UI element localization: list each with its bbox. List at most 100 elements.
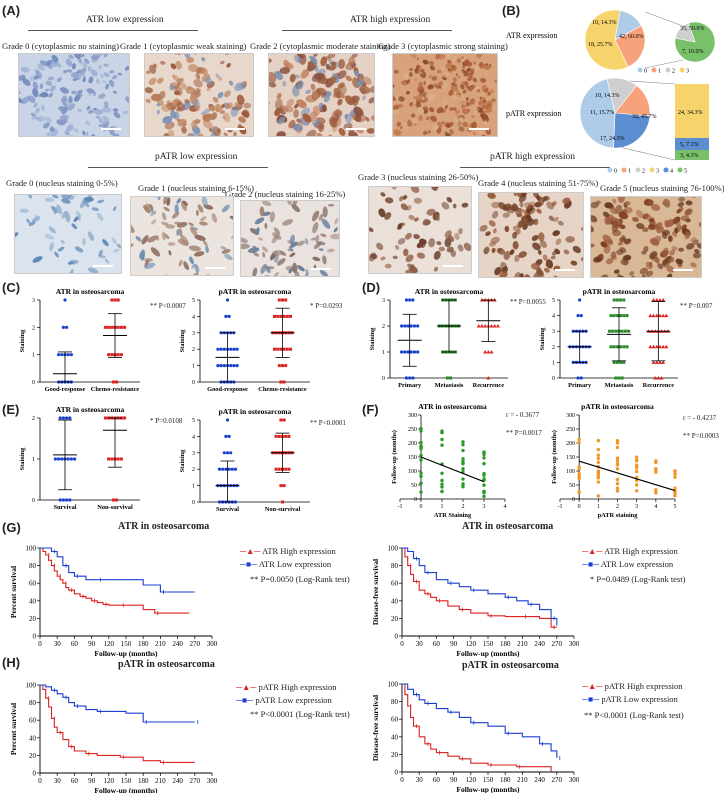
e-left-data-point: [123, 416, 127, 420]
cell-nucleus: [292, 85, 300, 97]
cell-nucleus: [428, 238, 436, 248]
cell-nucleus: [60, 87, 69, 94]
f-right-data-point: [577, 474, 581, 478]
c-left-plot: ATR in osteosarcoma 0 1 2 3 Staining Good-resp…: [19, 287, 140, 393]
cell-nucleus: [351, 63, 357, 69]
cell-nucleus: [321, 218, 331, 229]
cell-nucleus: [77, 214, 81, 221]
cell-nucleus: [312, 256, 321, 262]
cell-nucleus: [44, 197, 55, 203]
cell-nucleus: [483, 246, 490, 255]
d-left-data-point: [411, 376, 415, 380]
h-right-xtick-label: 210: [517, 776, 528, 784]
cell-nucleus: [428, 60, 435, 66]
d-right-ytick-label: 3: [552, 329, 555, 335]
cell-nucleus: [76, 73, 82, 81]
cell-nucleus: [684, 231, 691, 240]
c-left-data-point: [60, 353, 64, 357]
e-right-data-point: [222, 451, 226, 455]
h-right-xtick-label: 30: [416, 776, 424, 784]
patr-pie-slice-2: [613, 112, 651, 149]
atr-subpie-label-1: 7, 10.0%: [682, 49, 704, 55]
f-right-xtick-label: 0: [578, 504, 581, 510]
cell-nucleus: [88, 78, 92, 84]
d-right-data-point: [615, 360, 619, 364]
d-left-ylabel: Staining: [369, 327, 376, 351]
patr-pie-main: 10, 14.3% 11, 15.7% 17, 24.3% 32, 45.7%: [579, 77, 657, 149]
h-right-curve-high: [402, 683, 552, 772]
cell-nucleus: [227, 104, 232, 110]
c-right-data-point: [282, 347, 286, 351]
d-right-data-point: [622, 314, 626, 318]
cell-nucleus: [654, 256, 660, 264]
cell-nucleus: [19, 97, 23, 103]
h-right-ytick-label: 80: [391, 698, 399, 706]
panel-label-h: (H): [2, 655, 21, 670]
d-right-data-point: [620, 376, 624, 380]
cell-nucleus: [99, 255, 106, 259]
cell-nucleus: [485, 63, 489, 66]
cell-nucleus: [257, 237, 264, 241]
cell-nucleus: [109, 70, 115, 74]
f-right-ylabel: Follow-up (months): [551, 430, 558, 484]
cell-nucleus: [80, 67, 87, 75]
cell-nucleus: [291, 203, 301, 213]
cell-nucleus: [195, 105, 200, 111]
d-left-data-point: [492, 324, 497, 328]
c-right-data-point: [216, 364, 220, 368]
cell-nucleus: [228, 80, 234, 86]
cell-nucleus: [113, 206, 117, 212]
patr-grade-2-caption: Grade 2 (nucleus staining 16-25%): [225, 189, 346, 199]
cell-nucleus: [112, 108, 119, 112]
c-right-data-point: [285, 347, 289, 351]
cell-nucleus: [78, 58, 83, 64]
cell-nucleus: [436, 69, 442, 74]
cell-nucleus: [538, 232, 545, 242]
cell-nucleus: [337, 98, 343, 106]
c-left-data-point: [115, 380, 119, 384]
f-left-ytick-label: 200: [408, 441, 417, 447]
cell-nucleus: [261, 201, 272, 207]
cell-nucleus: [26, 218, 31, 224]
e-left-data-point: [73, 457, 77, 461]
cell-nucleus: [666, 273, 673, 277]
g-right-plot: 0 20 40 60 80 100 0 30 60 90 120 150 180 210 240 270 300…: [371, 545, 580, 659]
f-left-data-point: [419, 440, 423, 445]
scale-bar: [205, 267, 225, 269]
g-left-xlabel: Follow-up (months): [94, 649, 158, 658]
e-right-data-point: [217, 467, 222, 471]
cell-nucleus: [476, 54, 483, 59]
legend-swatch-1: [621, 167, 627, 173]
cell-nucleus: [293, 109, 299, 118]
patr-high-header: pATR high expression: [490, 152, 575, 162]
c-right-group-label: Good-response: [207, 386, 248, 393]
cell-nucleus: [48, 76, 55, 81]
f-right-xtick-label: 5: [674, 504, 677, 510]
cell-nucleus: [667, 235, 673, 242]
cell-nucleus: [208, 106, 216, 112]
d-right-ylabel: Staining: [539, 327, 546, 351]
cell-nucleus: [70, 72, 79, 78]
cell-nucleus: [27, 95, 36, 103]
cell-nucleus: [103, 100, 109, 108]
cell-nucleus: [518, 251, 527, 258]
cell-nucleus: [40, 92, 49, 98]
h-left-xtick-label: 270: [190, 777, 201, 785]
cell-nucleus: [103, 54, 109, 58]
d-right-data-point: [576, 314, 580, 318]
cell-nucleus: [473, 61, 476, 65]
f-left-plot: ATR in osteosarcoma 0 50 100 150 200 250 300 -1 0…: [391, 402, 507, 519]
cell-nucleus: [553, 216, 559, 223]
g-left-plot: 0 20 40 60 80 100 0 30 60 90 120 150 180 210 240 270 300…: [9, 545, 218, 659]
cell-nucleus: [190, 272, 199, 275]
cell-nucleus: [333, 111, 342, 118]
c-right-data-point: [284, 364, 288, 368]
cell-nucleus: [318, 123, 325, 132]
g-right-xtick-label: 270: [552, 640, 563, 648]
h-right-legend-low: ─■─ pATR Low expression: [582, 694, 678, 704]
e-right-data-point: [284, 434, 288, 438]
cell-nucleus: [66, 124, 74, 132]
atr-low-rule: [28, 30, 198, 31]
panel-label-d: (D): [362, 280, 381, 295]
cell-nucleus: [150, 93, 162, 102]
